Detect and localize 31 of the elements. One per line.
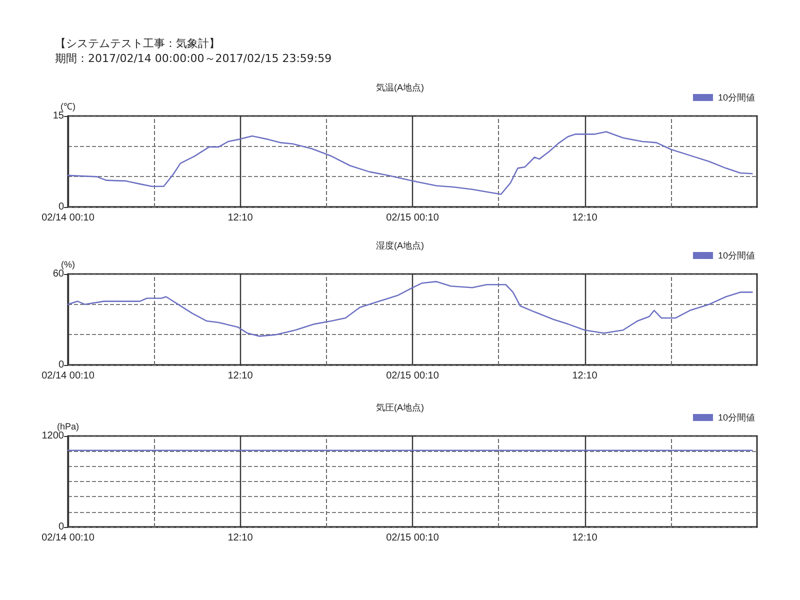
y-tick-label: 0 — [58, 360, 64, 370]
text: 期間：2017/02/14 00:00:00～2017/02/15 23:59:59 — [55, 51, 332, 66]
chart-title: 湿度(A地点) — [376, 240, 424, 250]
x-tick-label: 02/14 00:10 — [42, 370, 95, 382]
x-tick-label: 12:10 — [572, 212, 598, 224]
line-series — [67, 131, 753, 195]
x-tick-label: 12:10 — [572, 532, 598, 544]
x-tick-label: 02/14 00:10 — [42, 212, 95, 224]
x-tick-label: 12:10 — [228, 370, 254, 382]
legend-label: 10分間値 — [718, 412, 756, 422]
y-tick-label: 15 — [52, 110, 64, 122]
legend-label: 10分間値 — [718, 250, 756, 260]
y-tick-label: 60 — [52, 268, 64, 280]
chart-title: 気温(A地点) — [376, 82, 424, 92]
y-tick-label: 0 — [58, 202, 64, 212]
x-tick-label: 12:10 — [228, 212, 254, 224]
x-tick-label: 02/15 00:10 — [386, 532, 440, 544]
legend-label: 10分間値 — [718, 92, 756, 102]
chart-title: 気圧(A地点) — [376, 402, 424, 412]
x-tick-label: 02/14 00:10 — [42, 532, 95, 544]
y-axis-title: (℃) — [60, 102, 76, 112]
x-tick-label: 12:10 — [228, 532, 254, 544]
line-series — [67, 280, 753, 337]
y-tick-label: 0 — [58, 522, 64, 532]
x-tick-label: 12:10 — [572, 370, 598, 382]
text: 【システムテスト工事：気象計】 — [55, 36, 221, 51]
y-axis-title: (hPa) — [56, 422, 80, 432]
x-tick-label: 02/15 00:10 — [386, 370, 440, 382]
x-tick-label: 02/15 00:10 — [386, 212, 440, 224]
y-axis-title: (%) — [61, 260, 75, 270]
y-tick-label: 1200 — [42, 430, 64, 442]
